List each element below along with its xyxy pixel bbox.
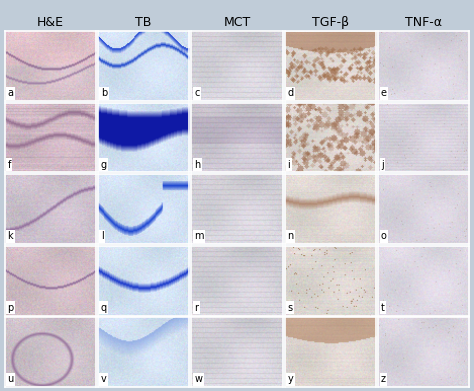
Text: MCT: MCT: [223, 16, 251, 29]
Text: c: c: [194, 88, 200, 98]
Text: b: b: [101, 88, 107, 98]
Text: u: u: [8, 374, 14, 384]
Text: TB: TB: [136, 16, 152, 29]
Text: v: v: [101, 374, 107, 384]
Text: H&E: H&E: [37, 16, 64, 29]
Text: a: a: [8, 88, 13, 98]
Text: r: r: [194, 303, 198, 313]
Text: g: g: [101, 160, 107, 170]
Text: d: d: [288, 88, 294, 98]
Text: p: p: [8, 303, 14, 313]
Text: o: o: [381, 231, 387, 241]
Text: TNF-α: TNF-α: [405, 16, 442, 29]
Text: w: w: [194, 374, 202, 384]
Text: e: e: [381, 88, 387, 98]
Text: j: j: [381, 160, 384, 170]
Text: m: m: [194, 231, 204, 241]
Text: q: q: [101, 303, 107, 313]
Text: h: h: [194, 160, 201, 170]
Text: t: t: [381, 303, 385, 313]
Text: l: l: [101, 231, 104, 241]
Text: i: i: [288, 160, 291, 170]
Text: TGF-β: TGF-β: [312, 16, 349, 29]
Text: f: f: [8, 160, 11, 170]
Text: k: k: [8, 231, 13, 241]
Text: s: s: [288, 303, 293, 313]
Text: y: y: [288, 374, 293, 384]
Text: z: z: [381, 374, 386, 384]
Text: n: n: [288, 231, 294, 241]
